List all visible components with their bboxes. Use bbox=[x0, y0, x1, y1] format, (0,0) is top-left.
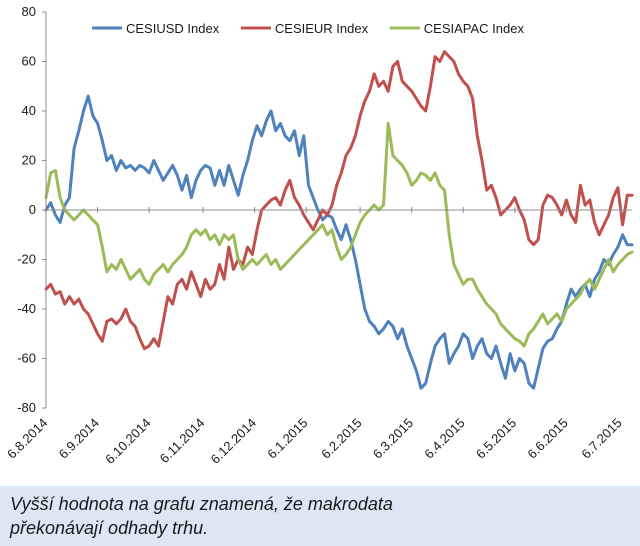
legend-label: CESIEUR Index bbox=[275, 21, 369, 36]
x-tick-label: 6.8.2014 bbox=[4, 415, 50, 461]
x-tick-label: 6.4.2015 bbox=[421, 415, 467, 461]
x-tick-label: 6.5.2015 bbox=[473, 415, 519, 461]
legend: CESIUSD Index CESIEUR Index CESIAPAC Index bbox=[92, 21, 524, 36]
x-tick-label: 6.12.2014 bbox=[208, 415, 260, 467]
y-tick-label: 40 bbox=[22, 103, 36, 118]
x-tick-label: 6.6.2015 bbox=[524, 415, 570, 461]
x-tick-label: 6.3.2015 bbox=[370, 415, 416, 461]
series-line-cesieur-index bbox=[44, 50, 634, 351]
chart-caption: Vyšší hodnota na grafu znamená, že makro… bbox=[0, 486, 640, 546]
legend-label: CESIAPAC Index bbox=[424, 21, 525, 36]
series-lines bbox=[44, 50, 634, 390]
y-tick-label: 20 bbox=[22, 153, 36, 168]
x-tick-label: 6.2.2015 bbox=[318, 415, 364, 461]
x-tick-label: 6.1.2015 bbox=[264, 415, 310, 461]
y-tick-label: -80 bbox=[17, 400, 36, 415]
series-line-cesiusd-index bbox=[44, 94, 634, 390]
x-tick-label: 6.7.2015 bbox=[578, 415, 624, 461]
x-tick-label: 6.9.2014 bbox=[56, 415, 102, 461]
legend-label: CESIUSD Index bbox=[126, 21, 220, 36]
y-tick-label: -20 bbox=[17, 252, 36, 267]
x-tick-label: 6.11.2014 bbox=[157, 415, 208, 466]
y-tick-label: 60 bbox=[22, 54, 36, 69]
y-tick-label: -60 bbox=[17, 351, 36, 366]
caption-line-1: Vyšší hodnota na grafu znamená, že makro… bbox=[10, 494, 393, 514]
caption-line-2: překonávají odhady trhu. bbox=[10, 518, 209, 538]
series-line-cesiapac-index bbox=[44, 121, 634, 348]
y-tick-label: 80 bbox=[22, 4, 36, 19]
y-tick-label: -40 bbox=[17, 301, 36, 316]
x-tick-label: 6.10.2014 bbox=[102, 415, 154, 467]
y-tick-label: 0 bbox=[29, 202, 36, 217]
